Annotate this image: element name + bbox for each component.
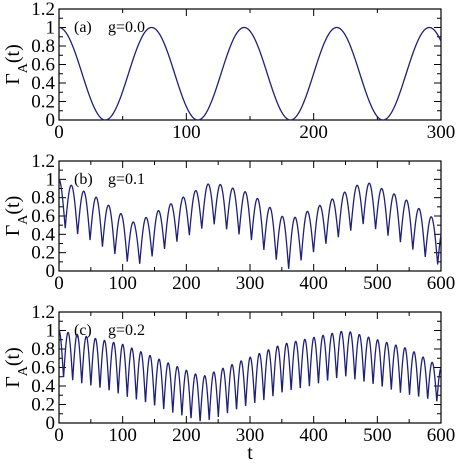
panel-annotation: g=0.0: [108, 19, 145, 36]
x-tick-label: 600: [427, 425, 456, 446]
x-tick-label: 200: [299, 122, 328, 143]
panel-annotation: g=0.2: [108, 322, 145, 339]
x-tick-label: 400: [299, 273, 328, 294]
x-tick-label: 100: [172, 122, 201, 143]
y-tick-label: 1: [46, 18, 56, 39]
x-tick-label: 0: [54, 425, 64, 446]
series-line: [59, 26, 442, 121]
y-axis-label: ΓA(t): [2, 196, 31, 237]
y-tick-label: 0.6: [31, 358, 55, 379]
y-tick-label: 0.2: [31, 92, 55, 113]
y-tick-label: 0.8: [31, 188, 55, 209]
y-tick-label: 0: [46, 261, 56, 282]
y-tick-label: 0: [46, 110, 56, 131]
x-tick-label: 500: [363, 273, 392, 294]
x-tick-label: 100: [108, 425, 137, 446]
x-tick-label: 100: [108, 273, 137, 294]
x-tick-label: 300: [236, 273, 265, 294]
x-tick-label: 200: [172, 273, 201, 294]
y-tick-label: 1: [46, 169, 56, 190]
y-tick-label: 0.8: [31, 36, 55, 57]
x-tick-label: 0: [54, 273, 64, 294]
y-tick-label: 0.2: [31, 395, 55, 416]
series-line: [58, 329, 442, 422]
x-tick-label: 300: [236, 425, 265, 446]
chart-panel-3: 0 100 200 300 400 500 60000.20.40.60.811.2ΓA(t…: [2, 302, 455, 464]
y-axis-label: ΓA(t): [2, 44, 31, 85]
y-tick-label: 1: [46, 321, 56, 342]
x-tick-label: 600: [427, 273, 456, 294]
y-tick-label: 0.4: [31, 73, 55, 94]
y-tick-label: 1.2: [31, 0, 55, 20]
x-tick-label: 200: [172, 425, 201, 446]
x-tick-label: 0: [54, 122, 64, 143]
y-tick-label: 0.6: [31, 206, 55, 227]
y-tick-label: 0.8: [31, 339, 55, 360]
x-tick-label: 400: [299, 425, 328, 446]
x-tick-label: 500: [363, 425, 392, 446]
y-tick-label: 0.6: [31, 55, 55, 76]
x-tick-label: 300: [427, 122, 456, 143]
y-tick-label: 1.2: [31, 151, 55, 172]
chart-panel-2: 0 100 200 300 400 500 60000.20.40.60.811.2ΓA(t…: [2, 151, 455, 294]
panel-label: (a): [74, 19, 92, 36]
panel-label: (b): [74, 171, 93, 188]
y-tick-label: 0.4: [31, 224, 55, 245]
y-axis-label: ΓA(t): [2, 347, 31, 388]
y-tick-label: 1.2: [31, 302, 55, 323]
panel-annotation: g=0.1: [108, 171, 145, 188]
y-tick-label: 0.2: [31, 243, 55, 264]
y-tick-label: 0: [46, 413, 56, 434]
y-tick-label: 0.4: [31, 376, 55, 397]
x-axis-label: t: [247, 442, 253, 464]
series-line: [58, 178, 442, 269]
panel-label: (c): [74, 322, 92, 339]
